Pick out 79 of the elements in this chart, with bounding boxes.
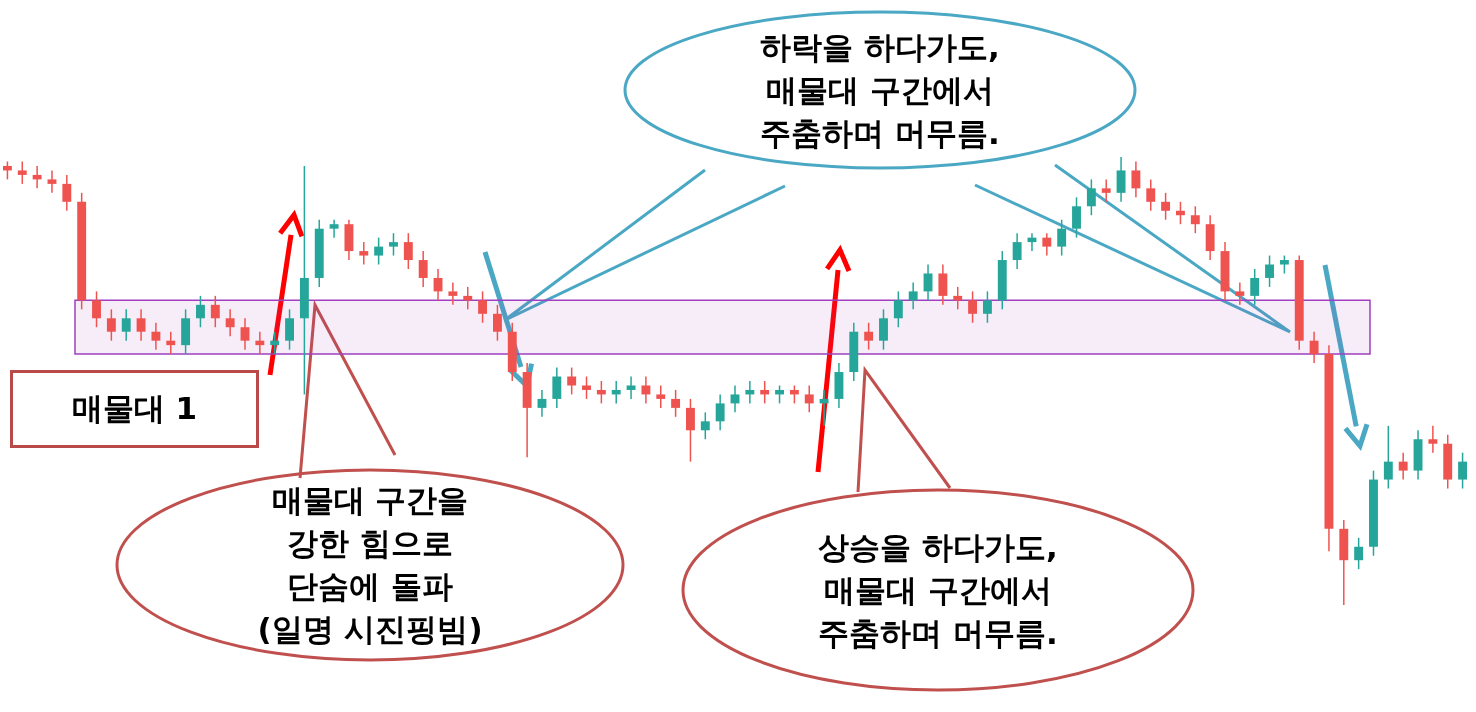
candlestick [463, 286, 473, 311]
candlestick [567, 366, 577, 396]
candlestick [136, 308, 146, 342]
candlestick [389, 232, 398, 257]
candlestick [1101, 178, 1111, 203]
text: 하락을 하다가도, 매물대 구간에서 주춤하며 머무름. [760, 27, 1000, 153]
candlestick [418, 250, 428, 288]
candlestick [923, 263, 933, 302]
candlestick [1072, 196, 1081, 239]
candlestick [626, 375, 636, 400]
candlestick [893, 290, 903, 328]
candlestick [879, 308, 888, 351]
candlestick [1265, 254, 1274, 288]
candlestick [225, 308, 235, 337]
candlestick [1235, 281, 1245, 306]
candlestick [1042, 232, 1052, 257]
candlestick [1161, 192, 1171, 221]
candlestick [1428, 425, 1438, 454]
candlestick [106, 308, 116, 342]
candlestick [1250, 268, 1260, 306]
candlestick [1131, 160, 1141, 199]
candlestick [492, 304, 502, 342]
candlestick [1354, 537, 1364, 570]
candlestick [1398, 451, 1408, 481]
candlestick [730, 384, 740, 414]
candlestick [611, 380, 621, 405]
candlestick [582, 375, 591, 400]
candlestick [329, 218, 339, 239]
candlestick [374, 236, 384, 266]
candlestick [671, 389, 681, 418]
candlestick [17, 160, 27, 185]
candlestick [819, 389, 829, 427]
candlestick [1309, 330, 1319, 364]
candlestick [641, 375, 651, 405]
candlestick [1176, 201, 1185, 225]
candlestick [359, 241, 369, 266]
candlestick [92, 290, 101, 328]
candlestick [270, 330, 280, 355]
candlestick [151, 322, 161, 351]
candlestick [715, 393, 725, 432]
candlestick [953, 286, 963, 311]
candlestick [804, 384, 814, 414]
candlestick [240, 317, 250, 351]
candlestick [686, 398, 695, 463]
candlestick [47, 169, 57, 194]
candlestick [32, 165, 42, 190]
candlestick [938, 263, 948, 306]
candlestick [448, 281, 458, 306]
candlestick [864, 322, 874, 351]
candlestick [210, 295, 220, 328]
candlestick [1012, 232, 1022, 270]
candlestick [1116, 156, 1126, 203]
candlestick [62, 174, 72, 212]
annotation: 상승을 하다가도, 매물대 구간에서 주춤하며 머무름. [818, 527, 1058, 653]
candlestick [760, 380, 770, 405]
candlestick [1086, 178, 1096, 216]
candlestick [255, 330, 265, 355]
candlestick [745, 380, 755, 405]
candlestick [403, 232, 413, 270]
candlestick [1383, 425, 1393, 490]
band-label: 매물대 1 [10, 370, 259, 448]
candlestick [1190, 205, 1200, 234]
candlestick [552, 366, 562, 409]
candlestick [478, 290, 488, 324]
candlestick [596, 380, 606, 405]
candlestick [1057, 218, 1067, 257]
candlestick [982, 290, 992, 324]
candlestick [908, 281, 918, 311]
candlestick [537, 389, 547, 418]
candlestick [700, 411, 710, 440]
candlestick [968, 290, 978, 324]
candlestick [121, 308, 131, 342]
candlestick [656, 384, 666, 409]
annotation: 매물대 구간을 강한 힘으로 단숨에 돌파 (일명 시진핑빔) [257, 481, 483, 649]
candlestick [285, 308, 294, 351]
candlestick [166, 330, 176, 355]
candlestick [1458, 451, 1468, 490]
candlestick [196, 295, 205, 328]
candlestick [1146, 178, 1156, 212]
